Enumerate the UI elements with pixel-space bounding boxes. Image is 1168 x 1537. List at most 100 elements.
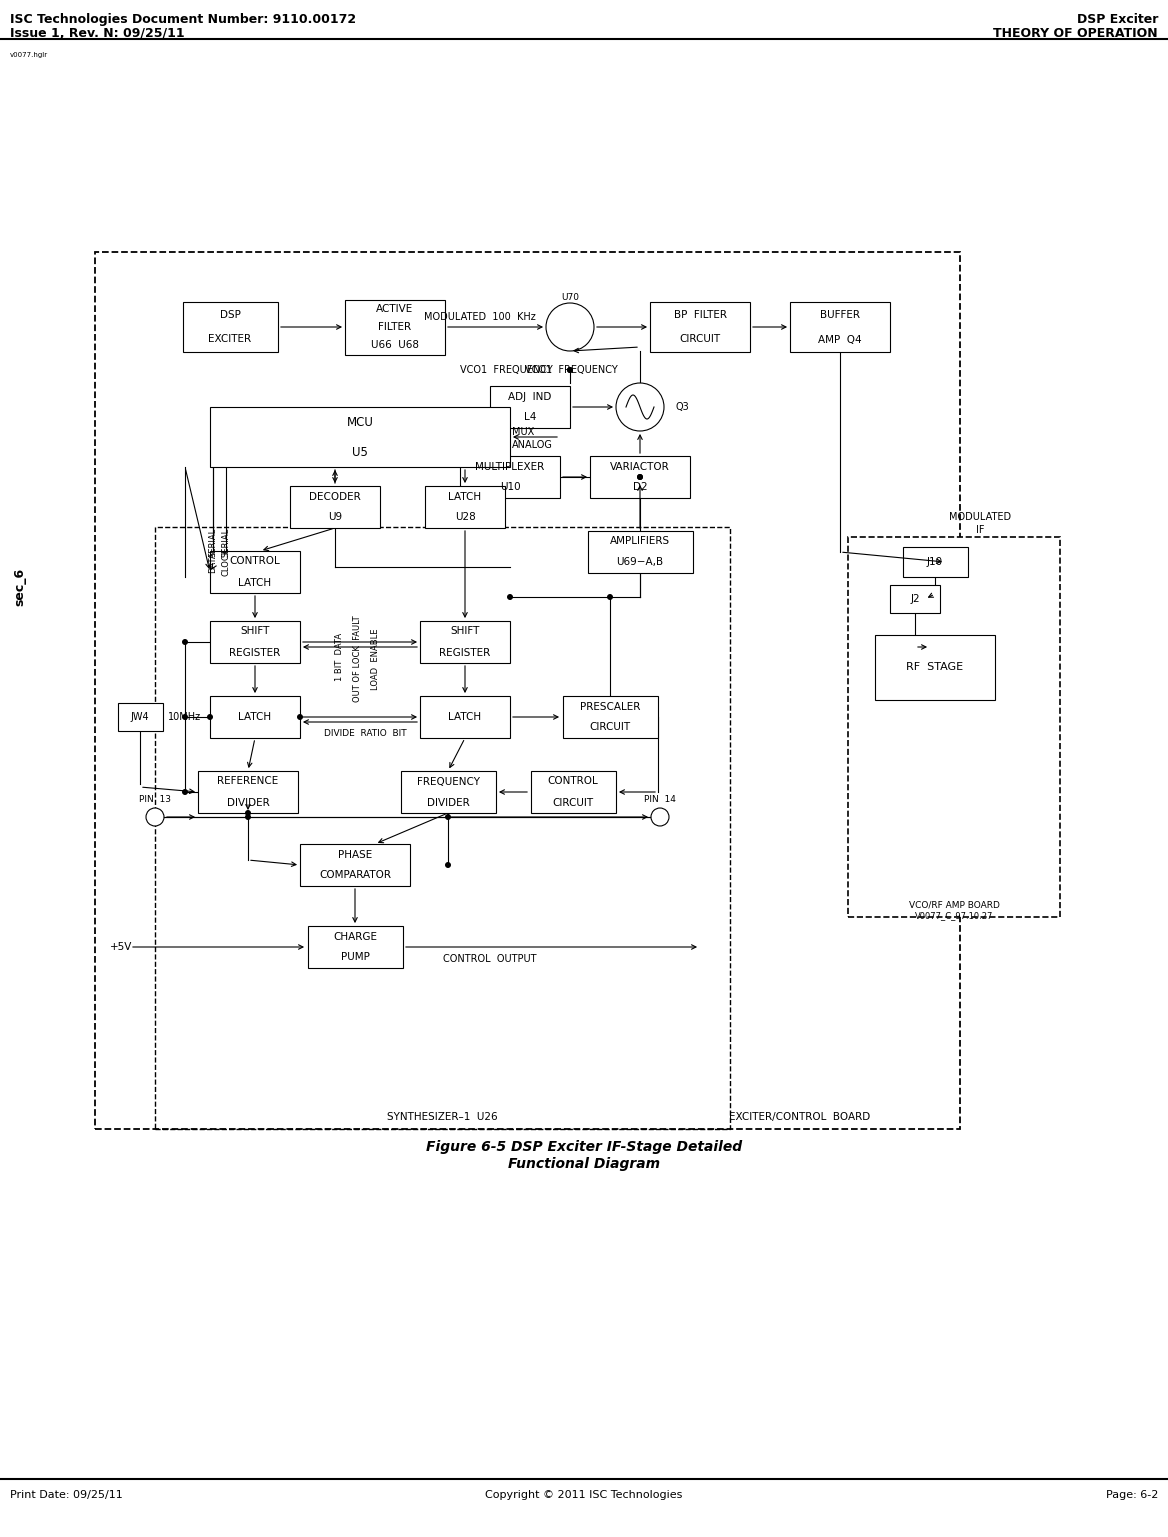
Bar xyxy=(300,844,410,885)
Text: Page: 6-2: Page: 6-2 xyxy=(1106,1489,1157,1500)
Text: FREQUENCY: FREQUENCY xyxy=(417,776,480,787)
Text: PIN  14: PIN 14 xyxy=(644,796,676,804)
Circle shape xyxy=(182,788,188,795)
Bar xyxy=(425,486,505,529)
Text: J2: J2 xyxy=(910,593,920,604)
Text: 1 BIT  DATA: 1 BIT DATA xyxy=(335,633,345,681)
Text: ADJ  IND: ADJ IND xyxy=(508,392,551,401)
Bar xyxy=(307,925,403,968)
Text: CHARGE: CHARGE xyxy=(333,931,377,942)
Text: COMPARATOR: COMPARATOR xyxy=(319,870,391,881)
Bar xyxy=(210,550,300,593)
Text: 10MHz: 10MHz xyxy=(168,712,201,722)
Text: SHIFT: SHIFT xyxy=(241,627,270,636)
Text: DECODER: DECODER xyxy=(310,492,361,501)
Text: LATCH: LATCH xyxy=(238,578,272,587)
Bar xyxy=(903,547,967,576)
Text: PUMP: PUMP xyxy=(341,953,369,962)
Text: VCO1  FREQUENCY: VCO1 FREQUENCY xyxy=(460,364,552,375)
Text: MCU: MCU xyxy=(347,415,374,429)
Bar xyxy=(210,696,300,738)
Text: VCO1  FREQUENCY: VCO1 FREQUENCY xyxy=(524,364,618,375)
Text: REGISTER: REGISTER xyxy=(439,647,491,658)
Text: VCO/RF AMP BOARD: VCO/RF AMP BOARD xyxy=(909,901,1000,910)
Circle shape xyxy=(545,303,595,350)
Bar xyxy=(182,301,278,352)
Bar xyxy=(401,772,495,813)
Circle shape xyxy=(566,367,573,373)
Text: BUFFER: BUFFER xyxy=(820,309,860,320)
Bar xyxy=(95,252,960,1130)
Text: CIRCUIT: CIRCUIT xyxy=(680,335,721,344)
Text: +5V: +5V xyxy=(110,942,132,951)
Text: Copyright © 2011 ISC Technologies: Copyright © 2011 ISC Technologies xyxy=(486,1489,682,1500)
Circle shape xyxy=(245,810,251,816)
Text: MUX: MUX xyxy=(512,427,534,437)
Text: J10: J10 xyxy=(927,556,943,567)
Text: VARIACTOR: VARIACTOR xyxy=(610,461,670,472)
Circle shape xyxy=(507,593,513,599)
Bar xyxy=(563,696,658,738)
Text: V0077_C_97.10.27: V0077_C_97.10.27 xyxy=(915,911,993,921)
Text: LOAD  ENABLE: LOAD ENABLE xyxy=(371,629,381,690)
Text: Functional Diagram: Functional Diagram xyxy=(508,1157,660,1171)
Bar xyxy=(790,301,890,352)
Text: ANALOG: ANALOG xyxy=(512,440,552,450)
Text: FILTER: FILTER xyxy=(378,321,411,332)
Text: IF: IF xyxy=(975,526,985,535)
Text: CONTROL: CONTROL xyxy=(548,776,598,787)
Text: L4: L4 xyxy=(523,412,536,423)
Text: MODULATED: MODULATED xyxy=(948,512,1011,523)
Text: AMPLIFIERS: AMPLIFIERS xyxy=(610,536,670,547)
Text: CLOCK: CLOCK xyxy=(222,547,230,576)
Bar xyxy=(290,486,380,529)
Text: PRESCALER: PRESCALER xyxy=(579,701,640,712)
Text: PHASE: PHASE xyxy=(338,850,373,859)
Text: Issue 1, Rev. N: 09/25/11: Issue 1, Rev. N: 09/25/11 xyxy=(11,28,185,40)
Text: BP  FILTER: BP FILTER xyxy=(674,309,726,320)
Text: SHIFT: SHIFT xyxy=(451,627,480,636)
Bar xyxy=(890,586,940,613)
Text: LATCH: LATCH xyxy=(238,712,272,722)
Text: DIVIDER: DIVIDER xyxy=(426,798,470,807)
Text: MODULATED  100  KHz: MODULATED 100 KHz xyxy=(424,312,536,321)
Bar xyxy=(590,456,690,498)
Text: SYNTHESIZER–1  U26: SYNTHESIZER–1 U26 xyxy=(387,1111,498,1122)
Text: CONTROL: CONTROL xyxy=(230,556,280,567)
Text: CIRCUIT: CIRCUIT xyxy=(552,798,593,807)
Circle shape xyxy=(146,808,164,825)
Text: Figure 6-5 DSP Exciter IF-Stage Detailed: Figure 6-5 DSP Exciter IF-Stage Detailed xyxy=(426,1140,742,1154)
Circle shape xyxy=(637,473,644,480)
Text: DATA: DATA xyxy=(209,552,217,573)
Text: DSP Exciter: DSP Exciter xyxy=(1077,12,1157,26)
Bar xyxy=(155,527,730,1130)
Bar xyxy=(118,702,162,732)
Bar xyxy=(491,386,570,427)
Text: CONTROL  OUTPUT: CONTROL OUTPUT xyxy=(443,954,537,964)
Bar xyxy=(420,621,510,662)
Text: AMP  Q4: AMP Q4 xyxy=(819,335,862,344)
Circle shape xyxy=(245,815,251,821)
Text: SERIAL: SERIAL xyxy=(209,527,217,556)
Bar xyxy=(210,407,510,467)
Text: PIN  13: PIN 13 xyxy=(139,796,171,804)
Circle shape xyxy=(651,808,669,825)
Text: U69−A,B: U69−A,B xyxy=(617,558,663,567)
Text: MULTIPLEXER: MULTIPLEXER xyxy=(475,461,544,472)
Text: U66  U68: U66 U68 xyxy=(371,340,419,350)
Text: Print Date: 09/25/11: Print Date: 09/25/11 xyxy=(11,1489,123,1500)
Circle shape xyxy=(297,715,303,719)
Circle shape xyxy=(445,862,451,868)
Bar xyxy=(530,772,616,813)
Text: v0077.hglr: v0077.hglr xyxy=(11,52,48,58)
Circle shape xyxy=(566,367,573,373)
Text: CIRCUIT: CIRCUIT xyxy=(590,722,631,733)
Text: Q3: Q3 xyxy=(676,403,690,412)
Bar xyxy=(848,536,1061,918)
Text: ACTIVE: ACTIVE xyxy=(376,304,413,314)
Text: U70: U70 xyxy=(561,292,579,301)
Circle shape xyxy=(207,715,213,719)
Bar xyxy=(651,301,750,352)
Circle shape xyxy=(637,473,644,480)
Circle shape xyxy=(445,815,451,821)
